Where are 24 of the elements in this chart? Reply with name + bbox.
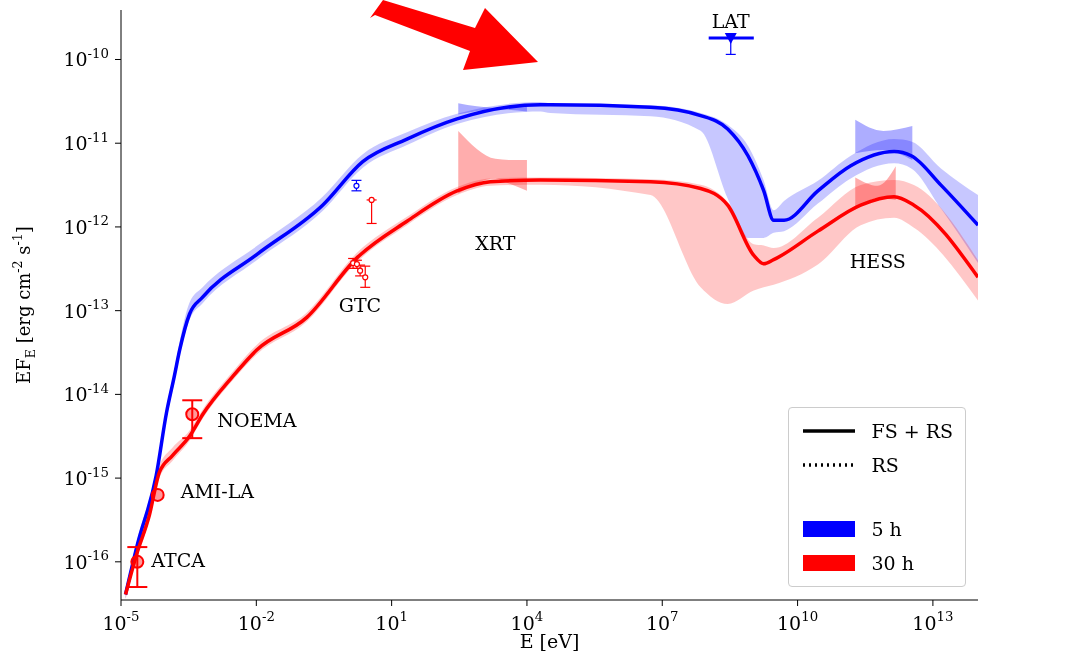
x-tick-label: 10$^{7}$ — [645, 609, 679, 634]
legend-label: FS + RS — [871, 420, 953, 442]
x-tick-label: 10$^{-5}$ — [102, 609, 140, 634]
y-tick-label: 10$^{-14}$ — [63, 380, 109, 406]
y-tick-label: 10$^{-15}$ — [63, 464, 109, 490]
annotation: HESS — [849, 250, 906, 273]
y-tick-label: 10$^{-11}$ — [63, 129, 109, 155]
annotation: NOEMA — [217, 409, 297, 432]
legend-label: 5 h — [871, 518, 902, 540]
x-tick-label: 10$^{10}$ — [777, 609, 819, 634]
legend-label: RS — [871, 454, 899, 476]
x-tick-label: 10$^{-2}$ — [237, 609, 275, 634]
annotation: XRT — [475, 232, 516, 255]
y-tick-label: 10$^{-12}$ — [63, 213, 109, 238]
annotation: LAT — [711, 10, 751, 33]
x-tick-label: 10$^{1}$ — [375, 609, 408, 634]
y-tick-label: 10$^{-10}$ — [63, 45, 109, 71]
annotation: GTC — [338, 294, 382, 317]
y-tick-label: 10$^{-13}$ — [63, 297, 109, 322]
annotation: AMI-LA — [179, 479, 255, 502]
y-tick-label: 10$^{-16}$ — [63, 548, 109, 573]
legend-label: 30 h — [871, 552, 914, 574]
x-tick-label: 10$^{13}$ — [912, 609, 954, 634]
annotation: ATCA — [150, 548, 206, 571]
